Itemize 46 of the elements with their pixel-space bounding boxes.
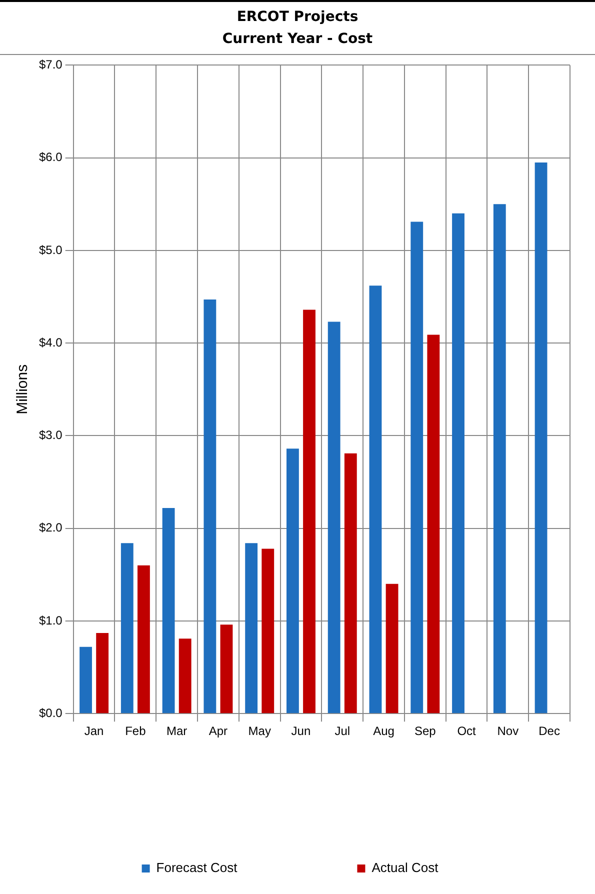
bar [178, 638, 192, 714]
bar [427, 334, 440, 714]
bar [220, 624, 233, 714]
y-tick-label: $1.0 [38, 613, 63, 628]
y-tick-label: $3.0 [38, 428, 63, 442]
y-tick-label: $2.0 [38, 520, 63, 535]
x-tick-label: Nov [497, 724, 519, 738]
y-tick-label: $4.0 [38, 335, 63, 350]
chart-subtitle: Current Year - Cost [221, 30, 374, 49]
x-tick-label: Dec [538, 724, 560, 738]
y-tick-label: $6.0 [38, 150, 63, 164]
bar [162, 508, 175, 714]
x-tick-label: Mar [166, 724, 188, 738]
x-tick-label: Apr [208, 724, 228, 738]
bar [534, 162, 548, 714]
legend-label: Actual Cost [372, 860, 439, 876]
y-tick-label: $5.0 [38, 242, 63, 257]
bar [120, 543, 134, 714]
bar [410, 222, 424, 714]
x-tick-label: Oct [457, 724, 477, 738]
bar [245, 543, 258, 714]
x-tick-label: May [248, 724, 271, 738]
bar [493, 204, 506, 714]
bar [138, 565, 150, 714]
bar [452, 213, 464, 714]
x-tick-label: Aug [373, 724, 394, 738]
bar [262, 548, 274, 714]
chart-title: ERCOT Projects [236, 8, 360, 27]
bar [344, 453, 357, 714]
x-tick-label: Jul [334, 724, 350, 738]
bar [96, 633, 109, 714]
y-tick-label: $7.0 [38, 58, 63, 72]
y-tick-label: $0.0 [38, 706, 63, 720]
bar [204, 300, 216, 714]
x-tick-label: Feb [125, 724, 146, 738]
x-tick-label: Sep [414, 724, 436, 738]
bar [286, 448, 299, 714]
bar [303, 310, 316, 714]
x-tick-label: Jun [291, 724, 311, 738]
bar [80, 646, 92, 714]
y-axis-title: Millions [14, 364, 32, 414]
legend-label: Forecast Cost [156, 860, 238, 876]
bar [328, 322, 340, 714]
x-tick-label: Jan [84, 724, 104, 738]
bar [386, 584, 398, 714]
bar [369, 286, 382, 714]
